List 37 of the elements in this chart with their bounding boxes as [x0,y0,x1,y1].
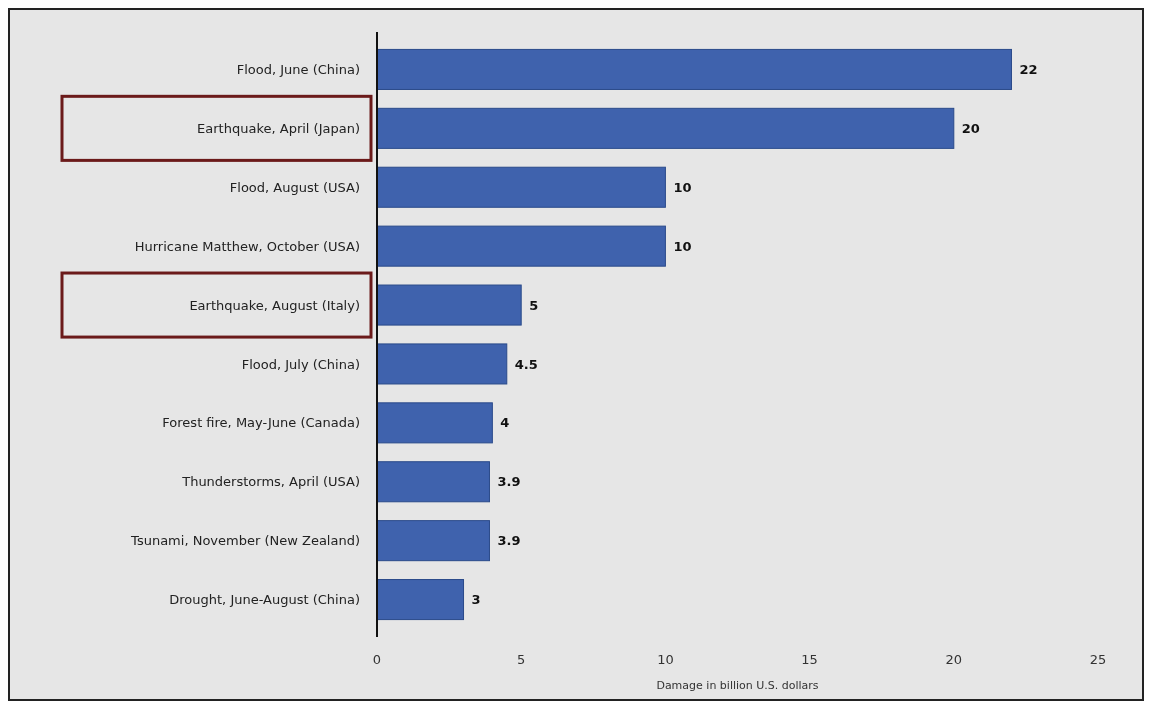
y-tick-label: Hurricane Matthew, October (USA) [134,238,360,254]
bar [376,166,666,208]
y-tick-label: Tsunami, November (New Zealand) [130,533,360,549]
bar [376,48,1012,90]
data-label: 3 [471,592,481,608]
data-label: 22 [1019,62,1038,77]
y-tick-label: Flood, July (China) [241,356,360,372]
bar [376,107,955,149]
data-label: 20 [961,120,980,136]
y-tick-label: Earthquake, August (Italy) [189,297,360,313]
x-tick-label: 0 [372,652,382,667]
y-tick-label: Earthquake, April (Japan) [197,120,360,136]
bar [376,225,666,267]
bar [376,579,465,621]
y-tick-label: Flood, August (USA) [229,179,360,195]
y-tick-label: Drought, June-August (China) [169,592,360,608]
bar [376,461,490,503]
bar [376,402,493,444]
bar [376,520,490,562]
x-tick-label: 20 [945,652,963,667]
y-tick-label: Flood, June (China) [236,62,360,77]
data-label: 10 [673,179,692,195]
bar [376,343,508,385]
data-label: 4.5 [514,356,538,372]
data-label: 5 [529,297,539,313]
x-tick-label: 15 [801,652,818,667]
x-tick-label: 10 [657,652,674,667]
x-axis-title: Damage in billion U.S. dollars [656,679,819,692]
data-label: 4 [500,415,510,431]
y-tick-label: Forest fire, May-June (Canada) [162,415,360,431]
y-tick-label: Thunderstorms, April (USA) [181,474,360,490]
data-label: 10 [673,238,692,254]
data-label: 3.9 [497,474,521,490]
data-label: 3.9 [497,533,521,549]
x-tick-label: 5 [517,652,526,667]
x-tick-label: 25 [1089,652,1107,667]
bar [376,284,522,326]
